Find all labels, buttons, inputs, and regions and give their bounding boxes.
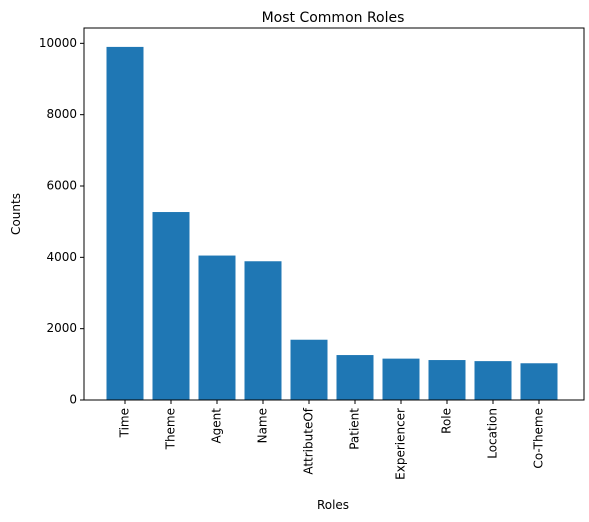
x-tick-label: Location xyxy=(486,408,500,459)
y-axis: 0 2000 4000 6000 8000 10000 xyxy=(39,36,84,407)
y-tick-label: 0 xyxy=(69,393,77,407)
y-tick-label: 10000 xyxy=(39,36,77,50)
y-axis-label: Counts xyxy=(9,193,23,235)
x-tick-label: Theme xyxy=(164,408,178,450)
bar-location xyxy=(474,361,512,400)
x-tick-label: AttributeOf xyxy=(302,407,316,474)
bar-name xyxy=(244,261,282,400)
x-tick-label: Agent xyxy=(210,408,224,444)
y-tick-label: 4000 xyxy=(46,250,77,264)
bar-agent xyxy=(198,255,236,400)
x-tick-label: Co-Theme xyxy=(532,408,546,469)
bar-theme xyxy=(152,212,190,400)
x-tick-label: Patient xyxy=(348,408,362,450)
plot-frame xyxy=(83,27,585,401)
bars-group xyxy=(106,46,558,400)
chart-title: Most Common Roles xyxy=(262,10,405,26)
y-tick-label: 6000 xyxy=(46,179,77,193)
bar-experiencer xyxy=(382,358,420,400)
x-axis: Time Theme Agent Name AttributeOf Patient Expe… xyxy=(118,400,546,480)
x-tick-label: Experiencer xyxy=(394,408,408,480)
bar-role xyxy=(428,360,466,400)
y-tick-label: 8000 xyxy=(46,107,77,121)
bar-attributeof xyxy=(290,339,328,400)
bar-co-theme xyxy=(520,363,558,400)
x-tick-label: Time xyxy=(118,408,132,438)
x-tick-label: Name xyxy=(256,408,270,443)
bar-time xyxy=(106,46,144,400)
bar-patient xyxy=(336,355,374,400)
x-axis-label: Roles xyxy=(317,498,349,512)
x-tick-label: Role xyxy=(440,408,454,434)
y-tick-label: 2000 xyxy=(46,321,77,335)
